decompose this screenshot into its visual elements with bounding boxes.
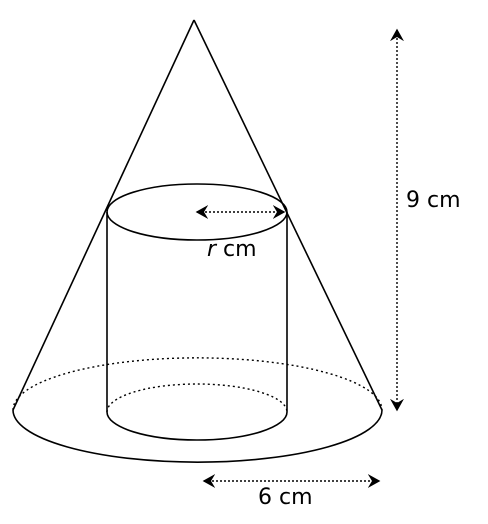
- cylinder-top: [106, 183, 288, 241]
- cone-right-edge: [193, 19, 383, 411]
- cylinder-bottom-front: [106, 411, 288, 441]
- radius-unit: cm: [216, 237, 257, 262]
- base-radius-label: 6 cm: [258, 485, 313, 510]
- radius-variable: r: [207, 237, 217, 262]
- cone-left-edge: [12, 19, 195, 411]
- radius-label: r cm: [207, 239, 257, 261]
- cone-base-front: [12, 409, 383, 463]
- cone-base-back: [12, 357, 383, 411]
- cylinder-bottom-back: [106, 383, 288, 413]
- height-label: 9 cm: [406, 188, 461, 213]
